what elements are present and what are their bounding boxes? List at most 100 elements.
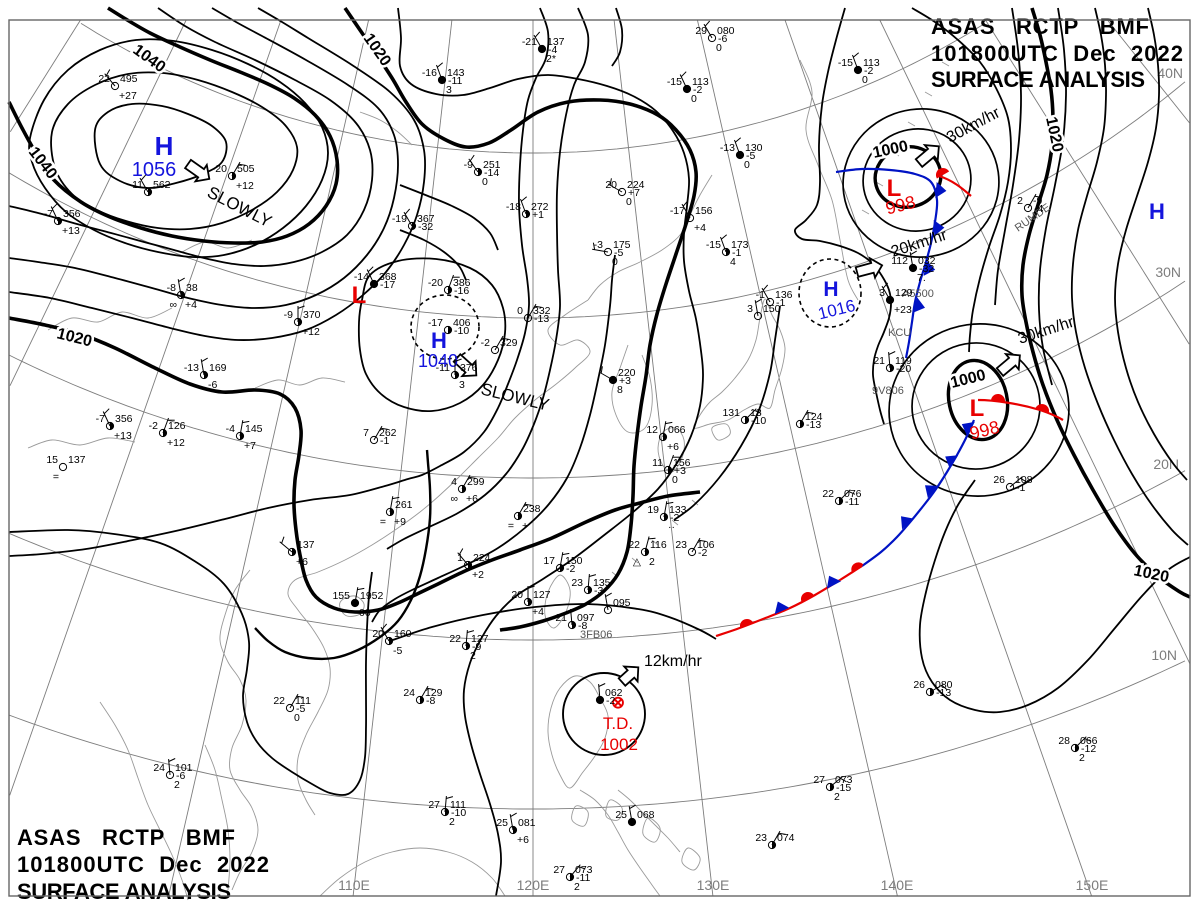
svg-text:-7: -7 [44, 208, 53, 220]
svg-text:130E: 130E [697, 877, 730, 893]
svg-text:4: 4 [451, 476, 457, 488]
svg-text:-6: -6 [208, 379, 217, 391]
svg-text:⊗: ⊗ [611, 693, 625, 712]
svg-text:-20: -20 [212, 163, 227, 175]
svg-text:1056: 1056 [132, 159, 177, 181]
svg-text:-21: -21 [522, 36, 537, 48]
svg-text:-11: -11 [576, 872, 591, 884]
svg-text:262: 262 [379, 427, 397, 439]
svg-text:-1: -1 [776, 297, 785, 309]
svg-text:062: 062 [605, 687, 623, 699]
svg-text:24: 24 [153, 762, 165, 774]
svg-text:137: 137 [547, 36, 565, 48]
svg-text:+9: +9 [394, 516, 406, 528]
svg-text:0: 0 [626, 196, 632, 208]
svg-text:133: 133 [669, 504, 687, 516]
svg-text:=: = [53, 471, 59, 483]
svg-text:26: 26 [913, 679, 925, 691]
svg-text:L: L [352, 282, 367, 309]
svg-text:129: 129 [895, 287, 913, 299]
svg-text:25: 25 [496, 817, 508, 829]
svg-text:-4: -4 [226, 423, 235, 435]
svg-text:116: 116 [650, 539, 667, 551]
svg-text:22: 22 [98, 73, 110, 85]
svg-text:20: 20 [605, 179, 617, 191]
svg-text:120E: 120E [517, 877, 550, 893]
svg-text:106: 106 [697, 539, 715, 551]
svg-text:-2: -2 [481, 337, 490, 349]
svg-text:∞: ∞ [170, 299, 178, 311]
svg-text:22: 22 [449, 633, 461, 645]
svg-text:143: 143 [447, 67, 465, 79]
svg-text:376: 376 [460, 362, 478, 374]
svg-text:-8: -8 [167, 282, 176, 294]
svg-text:-10: -10 [451, 807, 466, 819]
svg-text:-11: -11 [436, 362, 451, 374]
svg-text:+12: +12 [167, 437, 185, 449]
svg-text:032: 032 [918, 255, 936, 267]
svg-text:-6: -6 [176, 770, 185, 782]
svg-text:40N: 40N [1157, 65, 1183, 81]
svg-text:23: 23 [675, 539, 687, 551]
svg-text:126: 126 [168, 420, 186, 432]
svg-text:3: 3 [747, 303, 753, 315]
svg-text:272: 272 [531, 201, 549, 213]
svg-text:224: 224 [473, 552, 491, 564]
svg-text:7.: 7. [917, 272, 926, 284]
svg-text:150E: 150E [1076, 877, 1109, 893]
svg-text:136: 136 [775, 289, 793, 301]
svg-text:=: = [508, 520, 514, 532]
svg-text:-13: -13 [184, 362, 199, 374]
svg-text:-9: -9 [1033, 195, 1042, 207]
svg-text:129: 129 [425, 687, 443, 699]
svg-text:505: 505 [237, 163, 255, 175]
svg-text:562: 562 [153, 179, 171, 191]
svg-text:+27: +27 [119, 90, 137, 102]
svg-text:H: H [431, 328, 447, 353]
svg-text:L: L [970, 395, 985, 422]
svg-text:SURFACE ANALYSIS: SURFACE ANALYSIS [17, 879, 231, 904]
svg-text:2: 2 [649, 556, 655, 568]
svg-text:38: 38 [186, 282, 198, 294]
svg-text:H: H [155, 131, 174, 161]
svg-text:10N: 10N [1151, 647, 1177, 663]
svg-text:23: 23 [571, 577, 583, 589]
svg-text:0: 0 [612, 256, 618, 268]
svg-text:-5: -5 [614, 247, 623, 259]
svg-text:-9: -9 [464, 159, 473, 171]
svg-text:-2: -2 [566, 563, 575, 575]
svg-text:173: 173 [731, 239, 749, 251]
svg-text:+13: +13 [114, 430, 132, 442]
svg-text:∞: ∞ [451, 493, 459, 505]
svg-text:-2: -2 [698, 547, 707, 559]
svg-text:0: 0 [716, 42, 722, 54]
svg-text:-10: -10 [454, 325, 469, 337]
svg-text:-16: -16 [422, 67, 437, 79]
svg-text:+2: +2 [472, 569, 484, 581]
svg-text:066: 066 [668, 424, 686, 436]
svg-text:-1: -1 [1016, 482, 1025, 494]
svg-text:127: 127 [471, 633, 489, 645]
svg-text:+4: +4 [532, 606, 544, 618]
svg-text:150: 150 [565, 555, 583, 567]
svg-text:2: 2 [1017, 195, 1023, 207]
svg-text:+6: +6 [667, 441, 679, 453]
svg-text:097: 097 [577, 612, 595, 624]
svg-text:0: 0 [862, 74, 868, 86]
svg-text:T.D.: T.D. [603, 714, 633, 733]
svg-text:+1: +1 [532, 209, 544, 221]
svg-text:-2: -2 [149, 420, 158, 432]
svg-text:2: 2 [834, 791, 840, 803]
svg-text:-32: -32 [919, 263, 934, 275]
svg-text:2: 2 [1079, 752, 1085, 764]
svg-text:+13: +13 [62, 225, 80, 237]
svg-text:-9: -9 [284, 309, 293, 321]
svg-text:=: = [380, 516, 386, 528]
svg-text:101800UTC Dec 2022: 101800UTC Dec 2022 [931, 41, 1183, 66]
svg-text:251: 251 [483, 159, 501, 171]
svg-text:080: 080 [717, 25, 735, 37]
svg-text:406: 406 [453, 317, 471, 329]
svg-text:169: 169 [209, 362, 227, 374]
svg-text:155: 155 [332, 590, 350, 602]
svg-text:137: 137 [297, 539, 315, 551]
